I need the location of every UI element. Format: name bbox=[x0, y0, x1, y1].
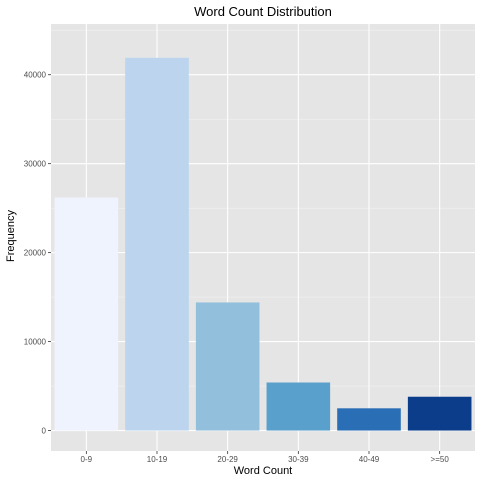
y-tick-label: 30000 bbox=[24, 160, 47, 169]
bar-0-9 bbox=[54, 197, 119, 431]
plot-panel bbox=[51, 24, 475, 451]
y-tick-label: 10000 bbox=[24, 338, 47, 347]
x-tick-label: 0-9 bbox=[81, 455, 93, 464]
x-axis-title: Word Count bbox=[234, 465, 293, 477]
x-tick-label: 10-19 bbox=[147, 455, 168, 464]
y-tick-label: 20000 bbox=[24, 249, 47, 258]
chart-title: Word Count Distribution bbox=[194, 4, 332, 19]
y-tick-label: 0 bbox=[42, 427, 47, 436]
bar-40-49 bbox=[337, 408, 401, 431]
bar-30-39 bbox=[266, 382, 331, 431]
x-axis: 0-9 10-19 20-29 30-39 40-49 >=50 bbox=[81, 451, 450, 464]
x-tick-label: >=50 bbox=[431, 455, 450, 464]
y-tick-label: 40000 bbox=[24, 71, 47, 80]
bar->=50 bbox=[407, 396, 472, 431]
y-axis: 0 10000 20000 30000 40000 bbox=[24, 71, 51, 436]
x-tick-label: 30-39 bbox=[288, 455, 309, 464]
x-tick-label: 20-29 bbox=[217, 455, 238, 464]
bar-20-29 bbox=[195, 302, 260, 431]
bars bbox=[54, 57, 472, 431]
y-axis-title: Frequency bbox=[5, 210, 17, 262]
bar-10-19 bbox=[125, 57, 189, 431]
x-tick-label: 40-49 bbox=[359, 455, 380, 464]
